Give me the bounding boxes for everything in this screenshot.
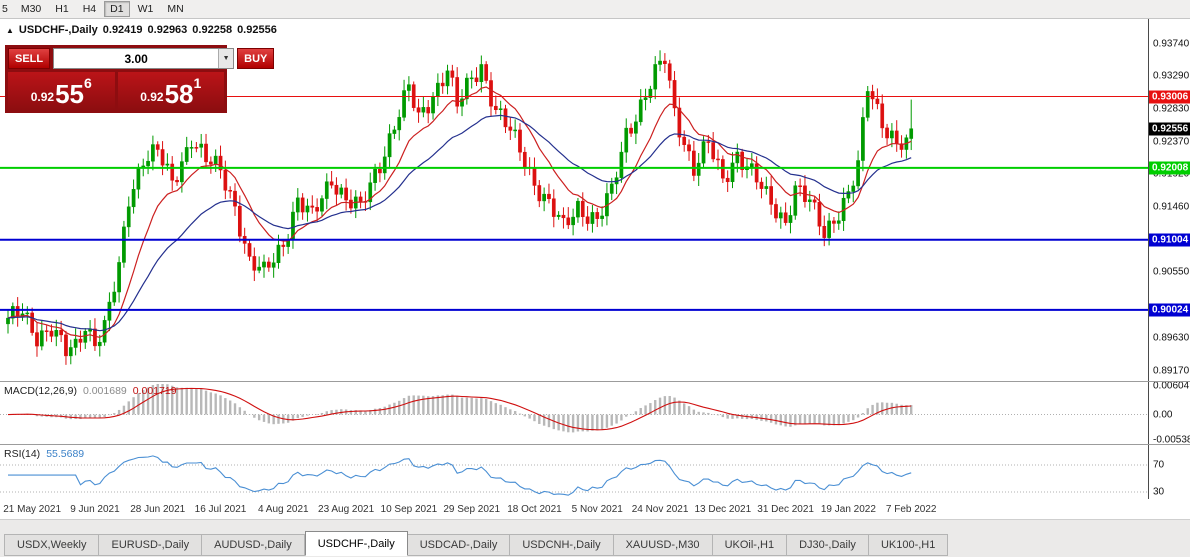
date-label: 28 Jun 2021: [130, 504, 186, 515]
date-label: 31 Dec 2021: [757, 504, 814, 515]
sell-price-prefix: 0.92: [30, 90, 55, 104]
date-label: 13 Dec 2021: [694, 504, 752, 515]
price-tick: 0.92370: [1153, 136, 1190, 148]
date-label: 18 Oct 2021: [507, 504, 562, 515]
chart-tabbar: USDX,Weekly EURUSD-,Daily AUDUSD-,Daily …: [0, 519, 1190, 557]
timeframe-toolbar: 5 M30 H1 H4 D1 W1 MN: [0, 0, 1190, 19]
price-level-badge: 0.93006: [1149, 90, 1190, 104]
chart-expand-icon: ▲: [6, 26, 14, 35]
date-label: 16 Jul 2021: [194, 504, 247, 515]
price-tick: 0.91460: [1153, 201, 1190, 213]
macd-axis-tick: 0.00604: [1153, 380, 1190, 392]
ohlc-open: 0.92419: [102, 24, 143, 36]
timeframe-button-w1[interactable]: W1: [132, 1, 160, 17]
rsi-panel-chart[interactable]: [0, 445, 1148, 499]
timeframe-button-mn[interactable]: MN: [161, 1, 189, 17]
timeframe-button-m5[interactable]: 5: [0, 1, 13, 17]
current-price-badge: 0.92556: [1149, 122, 1190, 136]
buy-price-display: 0.92 58 1: [117, 72, 224, 110]
volume-input[interactable]: [54, 49, 219, 68]
chart-symbol-label: USDCHF-,Daily: [18, 24, 98, 36]
chart-tab-xauusd[interactable]: XAUUSD-,M30: [613, 534, 713, 556]
price-tick: 0.89170: [1153, 365, 1190, 377]
date-label: 4 Aug 2021: [257, 504, 309, 515]
rsi-label: RSI(14) 55.5689: [4, 448, 84, 460]
date-label: 29 Sep 2021: [443, 504, 501, 515]
timeframe-button-h4[interactable]: H4: [77, 1, 102, 17]
date-label: 9 Jun 2021: [70, 504, 120, 515]
buy-button[interactable]: BUY: [237, 48, 275, 69]
ohlc-high: 0.92963: [147, 24, 188, 36]
rsi-axis-tick: 30: [1153, 486, 1165, 498]
chart-ohlc-header: ▲ USDCHF-,Daily 0.92419 0.92963 0.92258 0.925…: [6, 24, 282, 36]
panel-splitter[interactable]: [0, 381, 1190, 382]
rsi-axis-tick: 70: [1153, 459, 1165, 471]
price-tick: 0.92830: [1153, 103, 1190, 115]
macd-panel-chart[interactable]: [0, 382, 1148, 444]
macd-axis-tick: -0.00538: [1153, 434, 1190, 446]
date-label: 7 Feb 2022: [885, 504, 937, 515]
date-label: 23 Aug 2021: [318, 504, 375, 515]
macd-name: MACD(12,26,9): [4, 385, 77, 397]
price-tick: 0.93290: [1153, 70, 1190, 82]
chart-tab-usdcad[interactable]: USDCAD-,Daily: [407, 534, 511, 556]
macd-axis-tick: 0.00: [1153, 409, 1173, 421]
time-axis[interactable]: 21 May 2021 9 Jun 2021 28 Jun 2021 16 Jul 2…: [0, 499, 1148, 519]
chart-tab-audusd[interactable]: AUDUSD-,Daily: [202, 534, 305, 556]
chart-tab-usdcnh[interactable]: USDCNH-,Daily: [510, 534, 614, 556]
macd-label: MACD(12,26,9) 0.001689 0.001719: [4, 385, 177, 397]
volume-field-wrap: ▼: [53, 48, 235, 69]
ohlc-close: 0.92556: [237, 24, 277, 36]
buy-price-sup: 1: [193, 75, 202, 91]
ohlc-low: 0.92258: [192, 24, 233, 36]
chart-tab-ukoil[interactable]: UKOil-,H1: [712, 534, 788, 556]
price-level-badge: 0.92008: [1149, 161, 1190, 175]
sell-price-display: 0.92 55 6: [8, 72, 115, 110]
rsi-value: 55.5689: [46, 448, 85, 460]
chart-tab-dj30[interactable]: DJ30-,Daily: [787, 534, 869, 556]
panel-splitter[interactable]: [0, 444, 1190, 445]
sell-price-big: 55: [55, 79, 84, 109]
price-tick: 0.89630: [1153, 332, 1190, 344]
price-chart[interactable]: [0, 19, 1148, 381]
chart-tab-usdx[interactable]: USDX,Weekly: [4, 534, 100, 556]
volume-dropdown-button[interactable]: ▼: [218, 49, 234, 68]
date-label: 21 May 2021: [3, 504, 62, 515]
buy-price-big: 58: [164, 79, 194, 109]
macd-main-value: 0.001689: [82, 385, 127, 397]
buy-price-prefix: 0.92: [140, 90, 164, 104]
date-label: 24 Nov 2021: [631, 504, 689, 515]
chart-tab-uk100[interactable]: UK100-,H1: [868, 534, 949, 556]
price-tick: 0.90550: [1153, 266, 1190, 278]
date-label: 10 Sep 2021: [380, 504, 438, 515]
date-label: 19 Jan 2022: [820, 504, 876, 515]
sell-button[interactable]: SELL: [8, 48, 51, 69]
price-level-badge: 0.90024: [1149, 303, 1190, 317]
dropdown-arrow-icon: ▼: [222, 55, 230, 62]
timeframe-button-h1[interactable]: H1: [49, 1, 74, 17]
date-label: 5 Nov 2021: [571, 504, 623, 515]
chart-tab-usdchf[interactable]: USDCHF-,Daily: [304, 531, 408, 556]
timeframe-button-m30[interactable]: M30: [15, 1, 47, 17]
price-tick: 0.93740: [1153, 38, 1190, 50]
price-level-badge: 0.91004: [1149, 233, 1190, 247]
chart-tab-eurusd[interactable]: EURUSD-,Daily: [99, 534, 203, 556]
price-axis[interactable]: 0.937400.932900.928300.923700.919200.914…: [1148, 19, 1190, 499]
sell-price-sup: 6: [83, 75, 92, 91]
rsi-name: RSI(14): [4, 448, 41, 460]
macd-signal-value: 0.001719: [132, 385, 177, 397]
timeframe-button-d1[interactable]: D1: [104, 1, 130, 17]
